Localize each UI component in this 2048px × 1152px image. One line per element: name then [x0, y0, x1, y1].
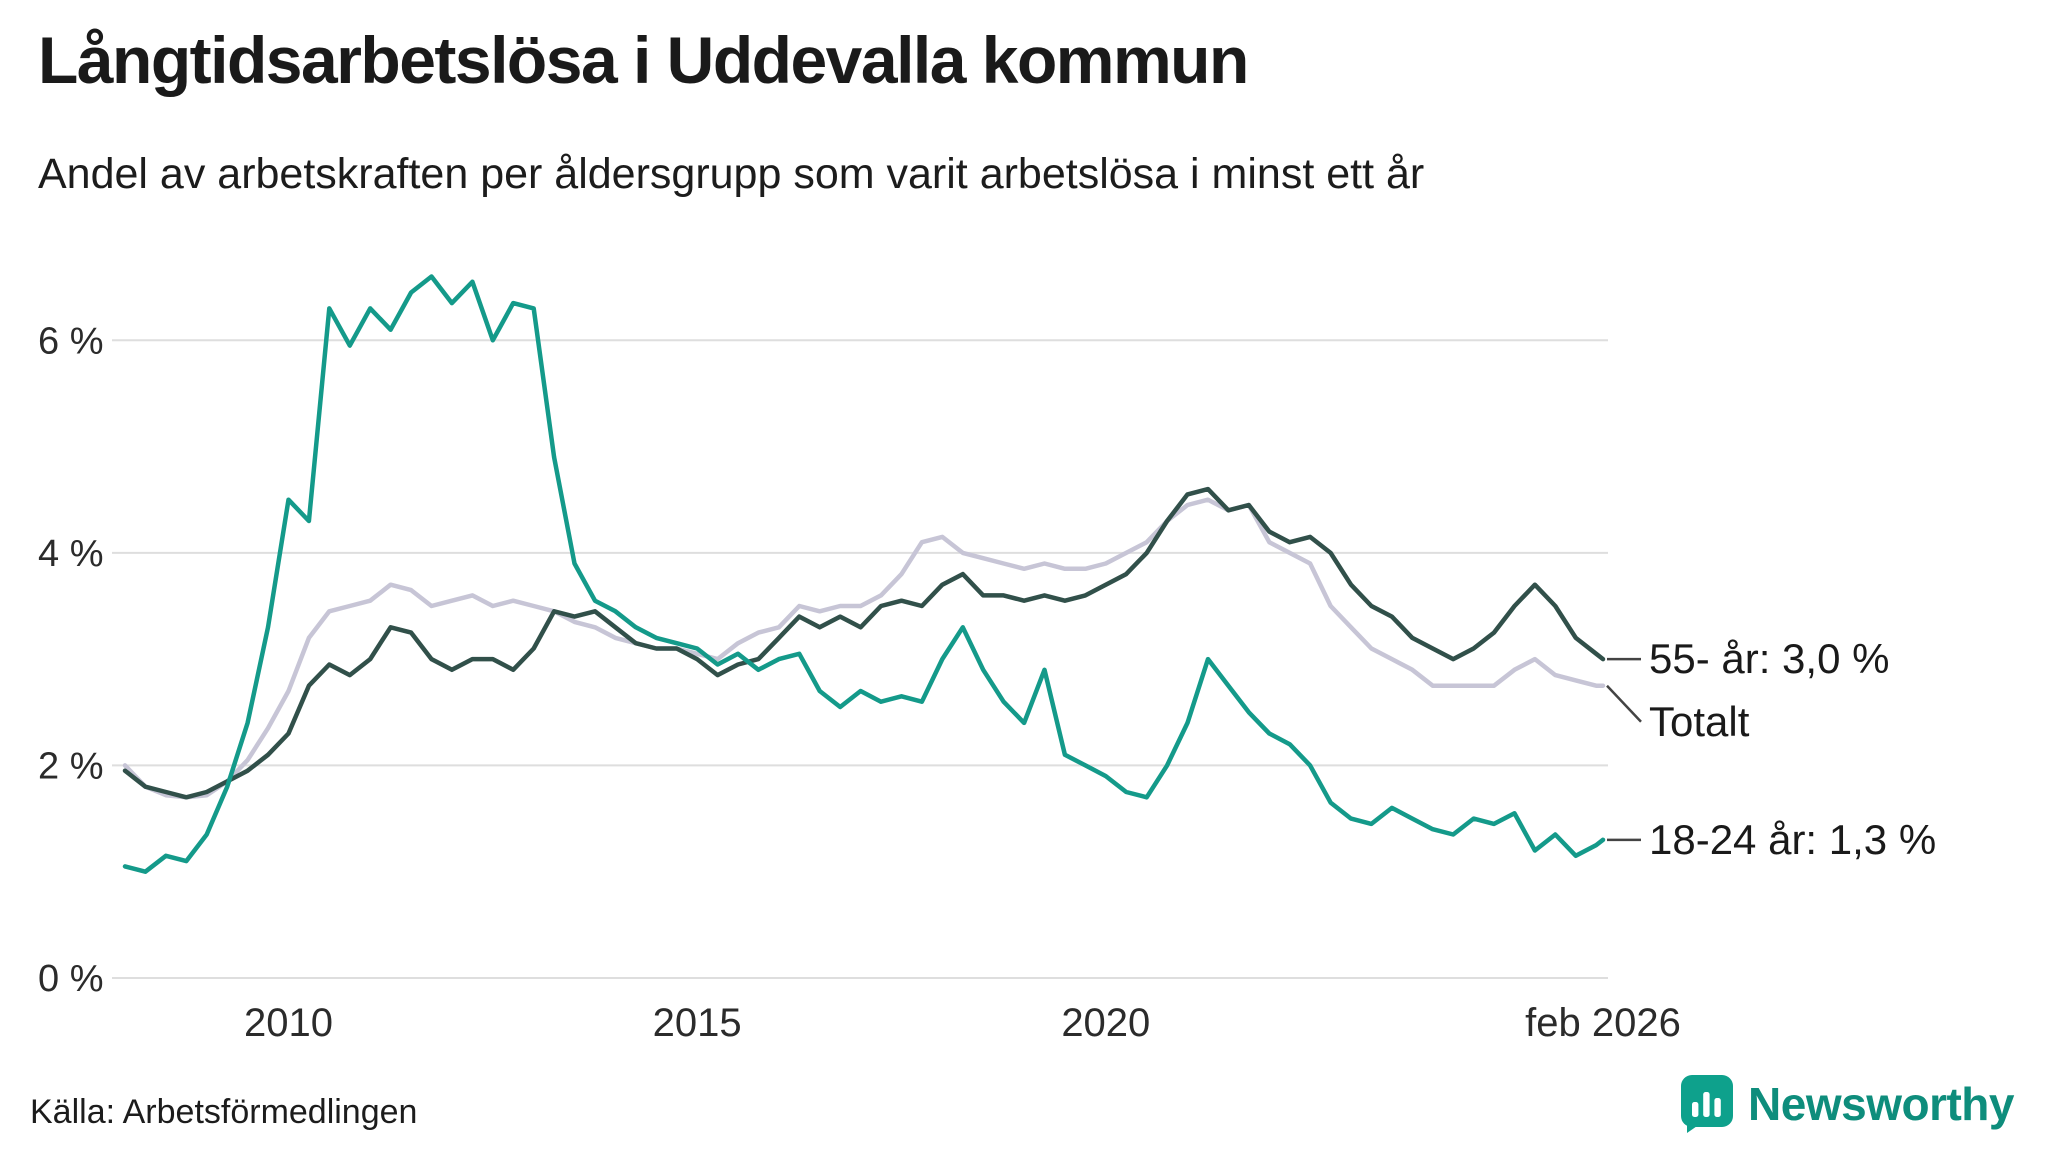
source-caption: Källa: Arbetsförmedlingen — [30, 1093, 418, 1131]
series-line-18-24-år — [122, 274, 1606, 874]
y-tick-label: 6 % — [38, 320, 103, 362]
y-tick-label: 2 % — [38, 745, 103, 787]
page-subtitle: Andel av arbetskraften per åldersgrupp s… — [38, 150, 1425, 198]
annotation-series-18-24: 18-24 år: 1,3 % — [1649, 815, 1937, 863]
brand-lockup: Newsworthy — [1680, 1074, 2014, 1134]
x-tick-label: 2020 — [1061, 1001, 1150, 1045]
brand-name: Newsworthy — [1748, 1078, 2014, 1130]
series-line-55-år — [122, 486, 1606, 800]
newsworthy-logo-icon — [1681, 1075, 1734, 1133]
x-tick-label: feb 2026 — [1525, 1001, 1681, 1045]
annotation-connector — [1606, 684, 1642, 723]
y-tick-label: 4 % — [38, 533, 103, 575]
y-tick-label: 0 % — [38, 958, 103, 1000]
annotation-series-totalt: Totalt — [1649, 697, 1750, 745]
x-tick-label: 2015 — [653, 1001, 742, 1045]
series-line-totalt — [122, 497, 1606, 800]
page-title: Långtidsarbetslösa i Uddevalla kommun — [38, 23, 1249, 97]
annotation-series-55: 55- år: 3,0 % — [1649, 635, 1890, 683]
x-tick-label: 2010 — [244, 1001, 333, 1045]
